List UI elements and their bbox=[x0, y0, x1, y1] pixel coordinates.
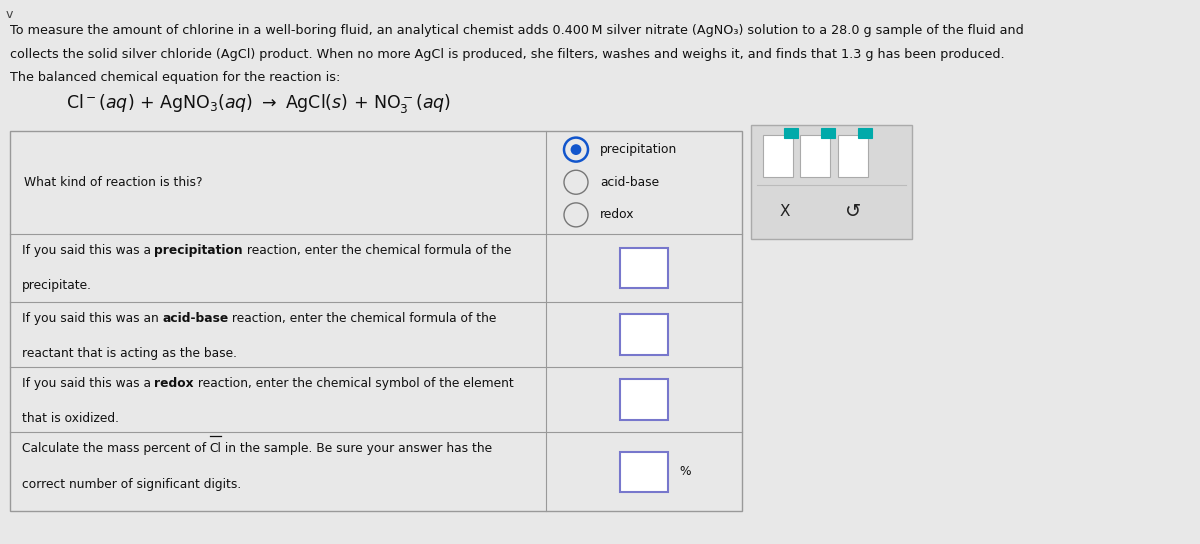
Bar bbox=[763, 135, 793, 177]
Text: If you said this was a: If you said this was a bbox=[22, 377, 155, 390]
Text: v: v bbox=[6, 8, 13, 21]
Text: in the sample. Be sure your answer has the: in the sample. Be sure your answer has t… bbox=[222, 442, 493, 455]
Bar bbox=[784, 128, 798, 138]
Bar bbox=[821, 128, 835, 138]
Ellipse shape bbox=[571, 144, 581, 155]
Text: that is oxidized.: that is oxidized. bbox=[22, 412, 119, 425]
Text: reaction, enter the chemical symbol of the element: reaction, enter the chemical symbol of t… bbox=[194, 377, 514, 390]
Text: correct number of significant digits.: correct number of significant digits. bbox=[22, 478, 241, 491]
Text: X: X bbox=[780, 205, 790, 219]
Bar bbox=[800, 135, 830, 177]
Bar bbox=[619, 248, 667, 288]
Text: reaction, enter the chemical formula of the: reaction, enter the chemical formula of … bbox=[228, 312, 497, 325]
Text: If you said this was an: If you said this was an bbox=[22, 312, 162, 325]
Text: What kind of reaction is this?: What kind of reaction is this? bbox=[24, 176, 203, 189]
Text: %: % bbox=[679, 466, 691, 478]
Text: reaction, enter the chemical formula of the: reaction, enter the chemical formula of … bbox=[244, 244, 511, 257]
Text: precipitation: precipitation bbox=[155, 244, 244, 257]
Bar bbox=[751, 125, 912, 239]
Text: reactant that is acting as the base.: reactant that is acting as the base. bbox=[22, 347, 236, 360]
Text: Cl$^-$($aq$) + AgNO$_3$($aq$) $\rightarrow$ AgCl($s$) + NO$_3^-$($aq$): Cl$^-$($aq$) + AgNO$_3$($aq$) $\rightarr… bbox=[66, 92, 451, 115]
Text: ↺: ↺ bbox=[845, 202, 862, 221]
Text: redox: redox bbox=[600, 208, 635, 221]
Text: To measure the amount of chlorine in a well-boring fluid, an analytical chemist : To measure the amount of chlorine in a w… bbox=[10, 24, 1024, 38]
Bar bbox=[838, 135, 868, 177]
Bar bbox=[619, 314, 667, 355]
Bar bbox=[858, 128, 872, 138]
Bar bbox=[619, 452, 667, 492]
Text: redox: redox bbox=[155, 377, 194, 390]
Text: acid-base: acid-base bbox=[162, 312, 228, 325]
Text: precipitation: precipitation bbox=[600, 143, 677, 156]
Text: Calculate the mass percent of: Calculate the mass percent of bbox=[22, 442, 210, 455]
Text: The balanced chemical equation for the reaction is:: The balanced chemical equation for the r… bbox=[10, 71, 340, 84]
Bar bbox=[10, 131, 742, 511]
Text: If you said this was a: If you said this was a bbox=[22, 244, 155, 257]
Bar bbox=[619, 380, 667, 420]
Text: precipitate.: precipitate. bbox=[22, 279, 91, 292]
Text: collects the solid silver chloride (AgCl) product. When no more AgCl is produced: collects the solid silver chloride (AgCl… bbox=[10, 48, 1004, 61]
Text: Cl: Cl bbox=[210, 442, 222, 455]
Text: acid-base: acid-base bbox=[600, 176, 659, 189]
